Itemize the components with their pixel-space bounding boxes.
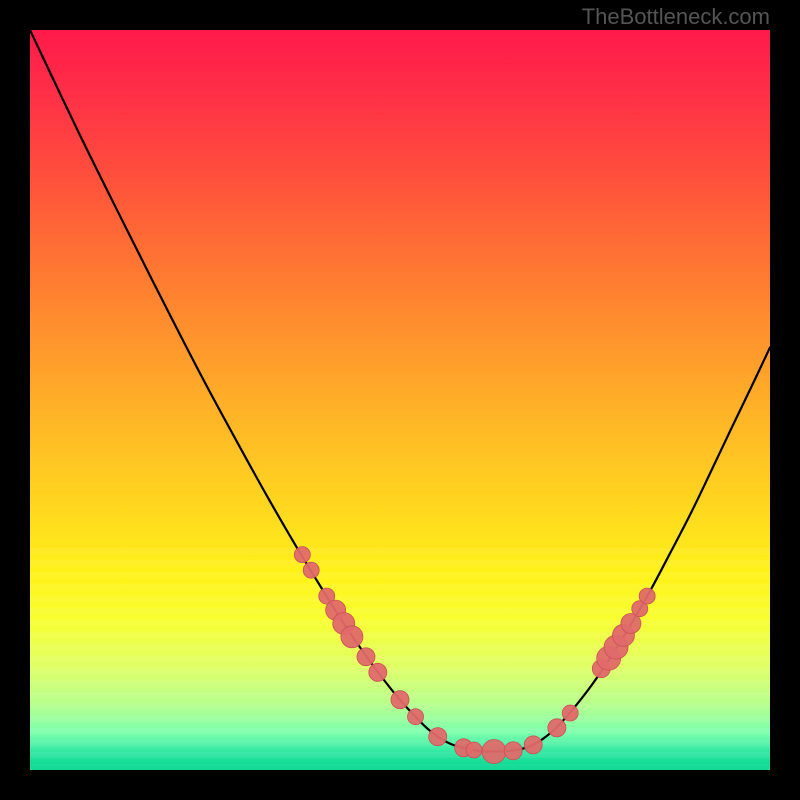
watermark-text: TheBottleneck.com xyxy=(582,4,770,30)
curve-marker xyxy=(408,709,424,725)
curve-marker xyxy=(639,588,655,604)
curve-marker xyxy=(429,728,447,746)
curve-marker xyxy=(548,719,566,737)
curve-marker xyxy=(524,736,542,754)
curve-marker xyxy=(341,626,363,648)
curve-marker xyxy=(391,691,409,709)
curve-markers xyxy=(294,547,655,764)
curve-layer xyxy=(30,30,770,770)
curve-marker xyxy=(303,562,319,578)
curve-marker xyxy=(369,663,387,681)
plot-area xyxy=(30,30,770,770)
bottleneck-curve xyxy=(30,30,770,752)
curve-marker xyxy=(466,742,482,758)
chart-stage: TheBottleneck.com xyxy=(0,0,800,800)
curve-marker xyxy=(562,705,578,721)
curve-marker xyxy=(357,648,375,666)
curve-marker xyxy=(504,742,522,760)
curve-marker xyxy=(482,740,506,764)
curve-marker xyxy=(294,547,310,563)
